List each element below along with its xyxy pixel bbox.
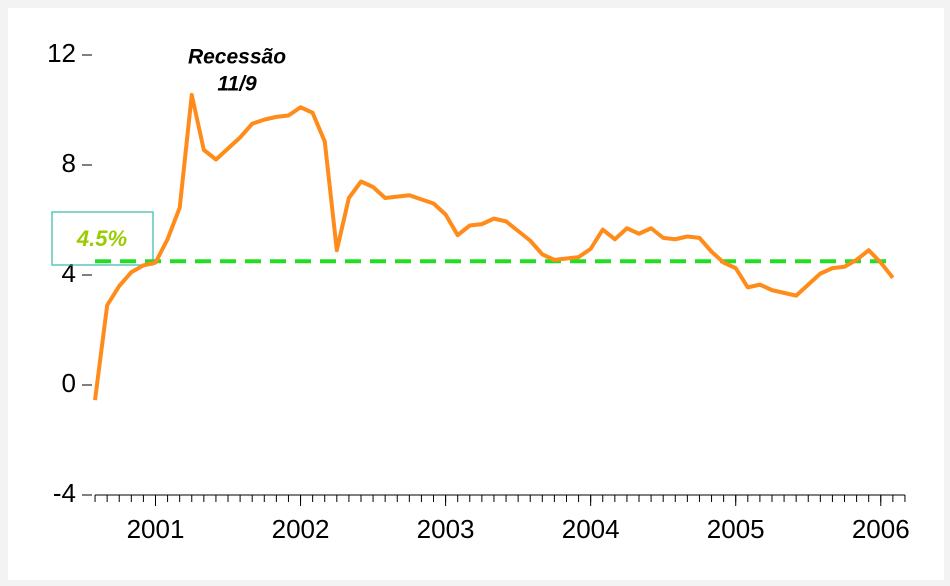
target-label-box bbox=[51, 211, 154, 266]
x-tick-label: 2002 bbox=[272, 514, 330, 544]
y-tick-label: -4 bbox=[53, 478, 76, 508]
annotation: 11/9 bbox=[217, 73, 257, 96]
y-tick-label: 12 bbox=[47, 38, 76, 68]
data-line bbox=[93, 92, 895, 401]
x-tick-label: 2004 bbox=[562, 514, 620, 544]
x-tick-label: 2006 bbox=[852, 514, 910, 544]
annotation: Recessão bbox=[188, 46, 286, 69]
plot-panel bbox=[8, 8, 944, 580]
x-tick-label: 2005 bbox=[707, 514, 765, 544]
y-tick-label: 0 bbox=[62, 368, 76, 398]
x-tick-label: 2001 bbox=[127, 514, 185, 544]
target-label: 4.5% bbox=[76, 226, 127, 251]
x-tick-label: 2003 bbox=[417, 514, 475, 544]
y-tick-label: 8 bbox=[62, 148, 76, 178]
y-tick-label: 4 bbox=[62, 258, 76, 288]
